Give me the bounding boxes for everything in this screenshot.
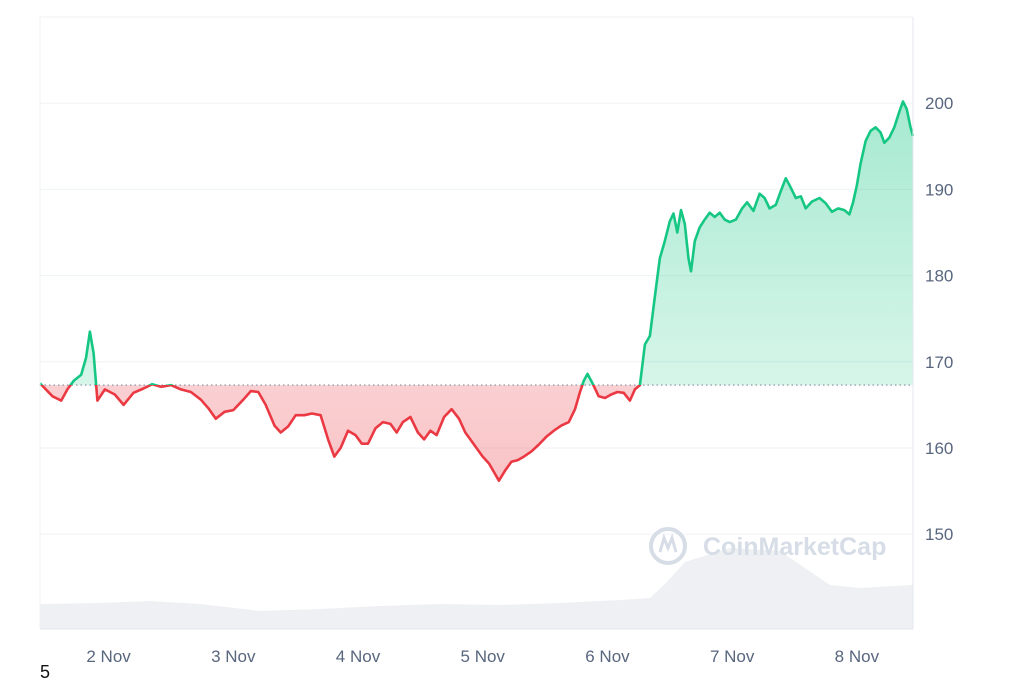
price-line bbox=[39, 100, 915, 482]
x-tick-label-6: 8 Nov bbox=[835, 647, 880, 666]
coinmarketcap-logo-icon bbox=[649, 527, 687, 565]
price-line-down bbox=[39, 385, 642, 482]
watermark: CoinMarketCap bbox=[649, 527, 886, 565]
volume-shape bbox=[40, 548, 913, 629]
area-fill-up bbox=[40, 101, 913, 386]
x-axis-ticks: 2 Nov 3 Nov 4 Nov 5 Nov 6 Nov 7 Nov 8 Nov bbox=[86, 647, 879, 666]
x-tick-label-1: 3 Nov bbox=[211, 647, 256, 666]
y-tick-label-180: 180 bbox=[925, 267, 953, 286]
price-line-up bbox=[39, 100, 915, 386]
y-tick-label-190: 190 bbox=[925, 180, 953, 199]
area-fill-down bbox=[40, 385, 913, 481]
x-tick-label-4: 6 Nov bbox=[585, 647, 630, 666]
page-number: 5 bbox=[40, 662, 51, 682]
y-axis-ticks: 150 160 170 180 190 200 bbox=[925, 94, 953, 544]
x-tick-label-3: 5 Nov bbox=[461, 647, 506, 666]
coinmarketcap-logo-mark bbox=[658, 533, 678, 553]
chart-frame bbox=[39, 16, 914, 630]
x-tick-label-0: 2 Nov bbox=[86, 647, 131, 666]
price-area-fill bbox=[40, 101, 913, 481]
y-tick-label-200: 200 bbox=[925, 94, 953, 113]
x-tick-label-5: 7 Nov bbox=[710, 647, 755, 666]
x-tick-label-2: 4 Nov bbox=[336, 647, 381, 666]
y-tick-label-150: 150 bbox=[925, 525, 953, 544]
y-tick-label-170: 170 bbox=[925, 353, 953, 372]
grid-lines bbox=[40, 102, 913, 535]
y-tick-label-160: 160 bbox=[925, 439, 953, 458]
volume-area bbox=[40, 548, 913, 629]
watermark-text: CoinMarketCap bbox=[703, 533, 886, 561]
